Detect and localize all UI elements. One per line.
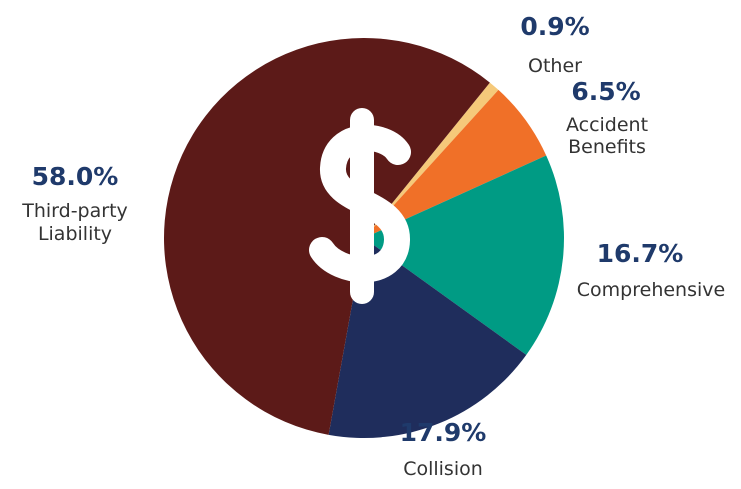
value-label: 58.0% [32,162,119,191]
category-label: Collision [403,458,483,480]
pie-slice [364,89,547,238]
category-label: Third-party Liability [21,200,128,245]
value-label: 16.7% [597,239,684,268]
pie-slice [328,238,527,438]
value-label: 6.5% [571,77,640,106]
category-label: Comprehensive [577,279,725,301]
pie-slice [163,37,490,435]
value-label: 0.9% [520,12,589,41]
category-label: Other [528,55,582,77]
pie-slice [364,155,564,355]
pie [163,37,564,438]
value-label: 17.9% [400,418,487,447]
category-label: Accident Benefits [566,114,648,158]
pie-slice [364,82,499,239]
